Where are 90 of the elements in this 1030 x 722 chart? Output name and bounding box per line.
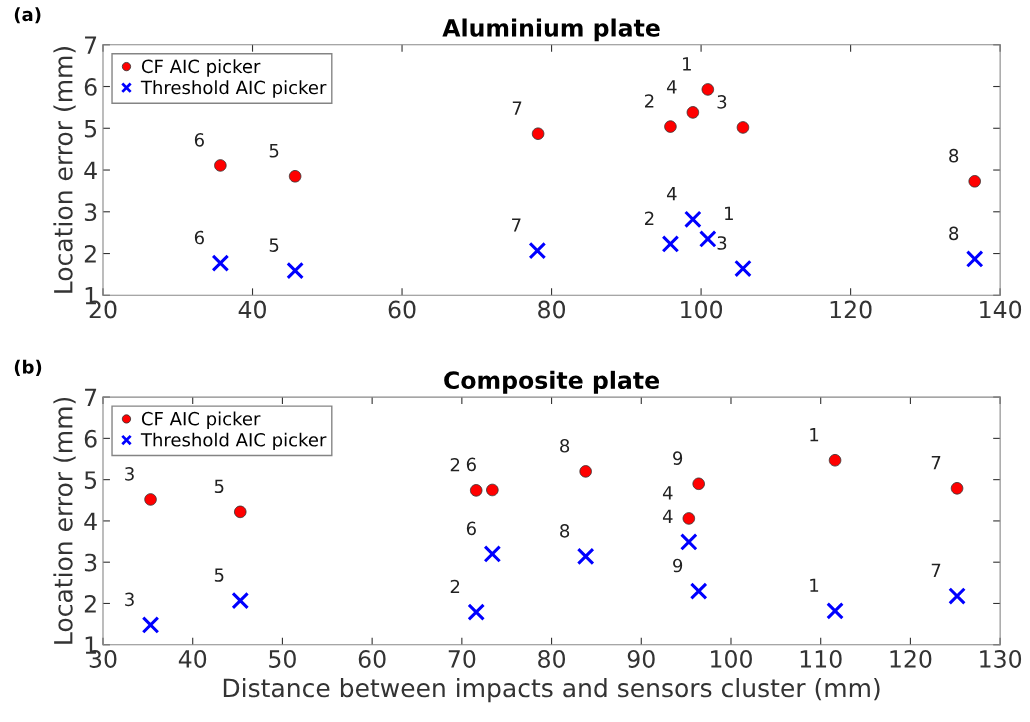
annotation: 7: [512, 218, 521, 232]
annotation: 9: [673, 558, 683, 573]
point: [826, 602, 844, 620]
x-axis-title: Distance between impacts and sensors cluster (mm): [223, 678, 880, 703]
x-tick-label: 130: [980, 650, 1022, 668]
point: [680, 533, 698, 551]
y-tick-label: 7: [85, 36, 97, 54]
annotation: 6: [194, 230, 204, 245]
annotation: 1: [810, 578, 819, 592]
annotation: 6: [466, 457, 476, 472]
annotation: 8: [560, 523, 570, 538]
text: (b): [14, 359, 42, 376]
legend-label: CF AIC picker: [141, 411, 261, 430]
legend-label: Threshold AIC picker: [140, 432, 327, 451]
annotation: 8: [560, 438, 570, 453]
annotation: 1: [725, 206, 733, 220]
x-tick-label: 140: [980, 300, 1022, 319]
annotation: 4: [662, 486, 673, 500]
point: [467, 603, 486, 621]
chart-title: Aluminium plate: [442, 18, 660, 42]
y-tick-label: 3: [84, 553, 97, 572]
point: [689, 582, 708, 600]
y-tick-label: 4: [84, 161, 97, 179]
annotation: 5: [214, 479, 224, 494]
x-tick-label: 60: [388, 300, 416, 319]
annotation: 3: [717, 236, 727, 250]
annotation: 2: [450, 457, 460, 472]
annotation: 1: [683, 57, 691, 71]
y-tick-label: 6: [84, 429, 97, 448]
y-axis-title: Location error (mm): [53, 397, 76, 644]
annotation: 7: [931, 456, 941, 470]
chart-title: Composite plate: [444, 370, 660, 394]
annotation: 8: [949, 148, 959, 163]
annotation: 2: [644, 94, 654, 108]
annotation: 4: [666, 80, 677, 94]
annotation: 5: [269, 144, 279, 158]
y-axis-title: Location error (mm): [53, 47, 76, 293]
y-tick-label: 2: [84, 594, 96, 613]
annotation: 2: [644, 211, 654, 225]
y-tick-label: 3: [84, 203, 97, 222]
legend-label: Threshold AIC picker: [140, 80, 327, 98]
annotation: 2: [450, 579, 460, 594]
point: [483, 545, 502, 563]
annotation: 3: [125, 467, 134, 481]
x-tick-label: 40: [238, 300, 266, 319]
legend-label: CF AIC picker: [141, 59, 261, 77]
annotation: 3: [717, 95, 727, 109]
annotation: 4: [666, 187, 677, 201]
x-tick-label: 70: [448, 650, 476, 668]
annotation: 6: [194, 133, 204, 147]
annotation: 5: [214, 568, 224, 582]
x-tick-label: 120: [830, 300, 872, 319]
annotation: 7: [931, 563, 941, 578]
x-tick-label: 80: [538, 650, 566, 668]
point: [211, 254, 230, 272]
annotation: 5: [269, 238, 279, 252]
point: [699, 230, 717, 248]
x-tick-label: 90: [627, 650, 655, 668]
annotation: 1: [810, 428, 819, 442]
annotation: 8: [949, 226, 959, 241]
point: [948, 587, 966, 605]
point: [684, 210, 702, 229]
y-tick-label: 6: [84, 77, 97, 96]
x-tick-label: 60: [358, 650, 386, 668]
x-tick-label: 100: [711, 650, 752, 668]
text: (a): [14, 7, 41, 24]
annotation: 7: [512, 101, 522, 115]
y-tick-label: 5: [84, 120, 97, 138]
annotation: 3: [125, 592, 134, 607]
x-tick-label: 110: [800, 650, 842, 668]
x-tick-label: 40: [178, 650, 207, 668]
y-tick-label: 7: [85, 388, 97, 407]
point: [286, 261, 304, 280]
y-tick-label: 5: [84, 471, 97, 489]
x-tick-label: 120: [890, 650, 932, 668]
point: [965, 250, 984, 268]
point: [141, 616, 160, 634]
point: [231, 591, 250, 610]
point: [528, 241, 547, 260]
annotation: 4: [662, 509, 673, 523]
annotation: 6: [466, 521, 476, 536]
point: [734, 259, 752, 278]
x-tick-label: 50: [269, 650, 296, 668]
y-tick-label: 4: [84, 512, 97, 530]
x-tick-label: 100: [681, 300, 723, 319]
annotation: 9: [673, 451, 683, 465]
point: [661, 235, 680, 253]
x-tick-label: 80: [538, 300, 566, 319]
point: [576, 547, 595, 566]
y-tick-label: 2: [84, 244, 96, 263]
